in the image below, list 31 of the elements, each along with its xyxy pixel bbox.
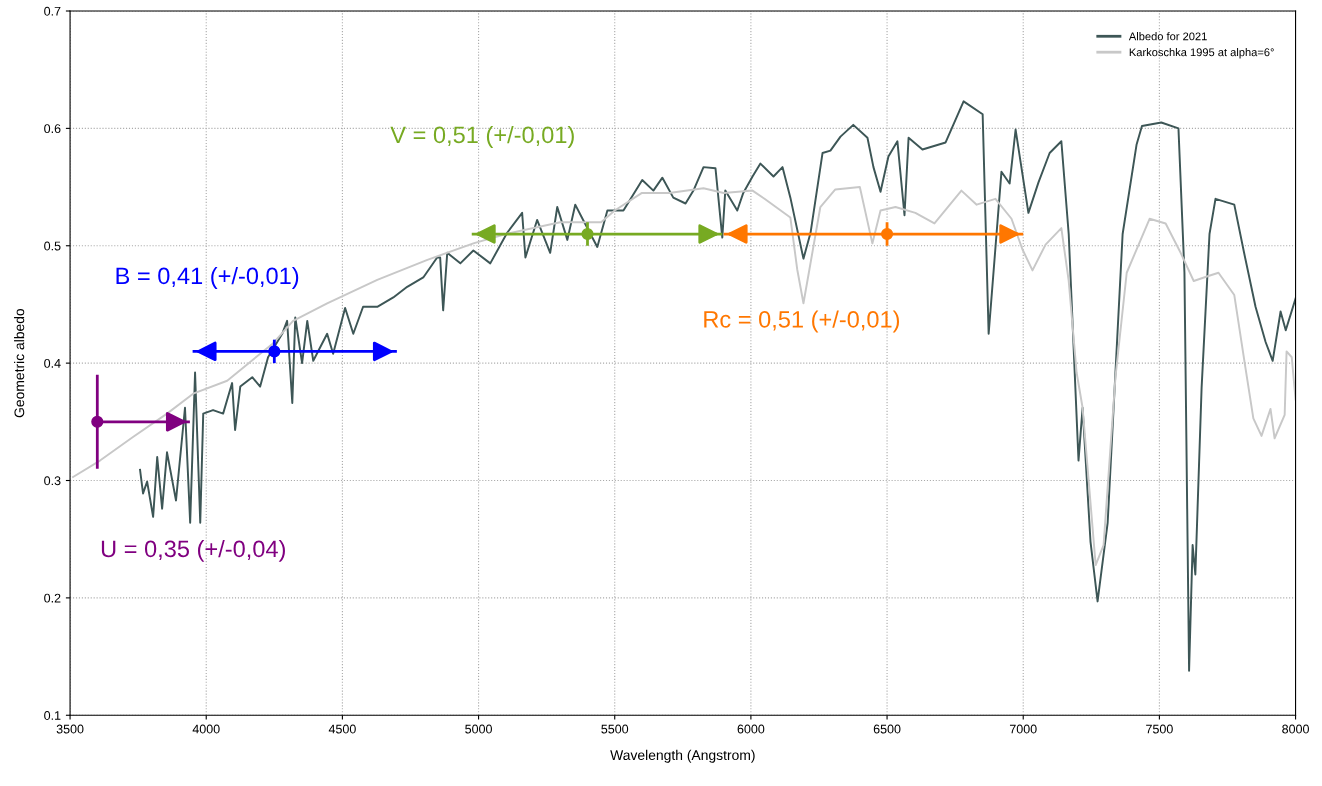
text: V = 0,51 (+/-0,01) (390, 125, 574, 148)
x-tick-label: 7000 (1009, 724, 1037, 734)
x-axis-title: Wavelength (Angstrom) (610, 749, 755, 763)
x-tick-label: 6000 (737, 724, 765, 734)
x-tick-label: 5500 (601, 724, 629, 734)
y-tick-label: 0.7 (44, 6, 61, 16)
x-tick-label: 6500 (873, 724, 901, 734)
y-tick-label: 0.2 (44, 593, 61, 603)
legend-label: Karkoschka 1995 at alpha=6° (1129, 48, 1274, 59)
x-tick-label: 5000 (465, 724, 492, 734)
legend-label: Albedo for 2021 (1128, 32, 1207, 41)
point (581, 227, 594, 241)
y-axis-title: Geometric albedo (14, 308, 25, 418)
x-tick-label: 3500 (56, 724, 84, 734)
line-series (72, 186, 1296, 566)
y-tick-label: 0.5 (44, 241, 61, 251)
x-tick-label: 4000 (192, 724, 220, 734)
y-tick-label: 0.1 (44, 711, 61, 720)
point (91, 415, 104, 428)
text: U = 0,35 (+/-0,04) (101, 539, 285, 562)
line-series (139, 100, 1296, 672)
x-tick-label: 8000 (1282, 724, 1309, 734)
text: B = 0,41 (+/-0,01) (116, 266, 299, 289)
y-tick-label: 0.3 (44, 476, 61, 486)
text: Rc = 0,51 (+/-0,01) (704, 310, 900, 333)
x-tick-label: 4500 (328, 724, 356, 734)
y-tick-label: 0.6 (44, 124, 61, 134)
x-tick-label: 7500 (1146, 724, 1173, 734)
point (880, 227, 894, 241)
point (268, 345, 281, 358)
y-tick-label: 0.4 (44, 358, 61, 368)
